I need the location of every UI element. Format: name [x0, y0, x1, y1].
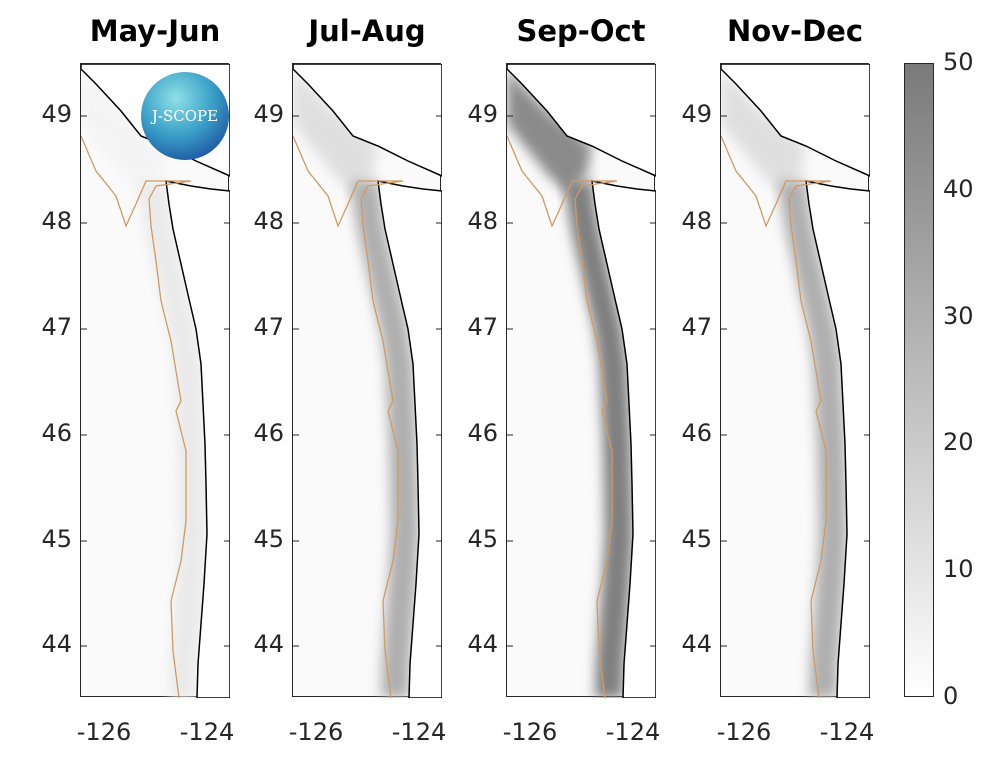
nearshore-shading [778, 181, 847, 698]
x-tick-label: -124 [605, 718, 661, 746]
y-tick-label: 45 [681, 525, 712, 553]
isobath-contour [293, 135, 404, 698]
colorbar [904, 63, 934, 697]
panel-title: Jul-Aug [308, 14, 426, 48]
nearshore-shading [350, 181, 419, 698]
colorbar-tick-label: 0 [943, 682, 959, 710]
y-tick-label: 48 [253, 207, 284, 235]
y-tick-label: 48 [681, 207, 712, 235]
y-tick-label: 46 [681, 419, 712, 447]
land [721, 64, 870, 177]
y-tick-label: 46 [467, 419, 498, 447]
land [293, 64, 442, 177]
y-tick-label: 45 [41, 525, 72, 553]
logo-text: J-SCOPE [151, 107, 219, 125]
map-panel [506, 63, 656, 698]
colorbar-tick-label: 40 [943, 175, 974, 203]
colorbar-tick-label: 50 [943, 48, 974, 76]
y-tick-label: 44 [467, 630, 498, 658]
y-tick-label: 45 [253, 525, 284, 553]
land [507, 64, 656, 177]
x-tick-label: -124 [391, 718, 447, 746]
y-tick-label: 49 [681, 100, 712, 128]
map-panel [292, 63, 442, 698]
nearshore-shading [138, 181, 207, 698]
strait-shading [293, 69, 378, 194]
y-tick-label: 46 [253, 419, 284, 447]
y-tick-label: 48 [467, 207, 498, 235]
y-tick-label: 44 [41, 630, 72, 658]
y-tick-label: 44 [681, 630, 712, 658]
y-tick-label: 48 [41, 207, 72, 235]
y-tick-label: 44 [253, 630, 284, 658]
map-panel [720, 63, 870, 698]
colorbar-tick-label: 20 [943, 428, 974, 456]
y-tick-label: 47 [41, 313, 72, 341]
y-tick-label: 47 [253, 313, 284, 341]
colorbar-tick-label: 30 [943, 302, 974, 330]
isobath-contour [721, 135, 832, 698]
y-tick-label: 45 [467, 525, 498, 553]
jscope-logo: J-SCOPE [141, 72, 229, 160]
y-tick-label: 47 [467, 313, 498, 341]
x-tick-label: -126 [76, 718, 132, 746]
y-tick-label: 49 [467, 100, 498, 128]
isobath-contour [507, 135, 618, 698]
y-tick-label: 47 [681, 313, 712, 341]
panel-title: May-Jun [89, 14, 221, 48]
y-tick-label: 49 [41, 100, 72, 128]
x-tick-label: -124 [179, 718, 235, 746]
strait-shading [721, 69, 806, 194]
isobath-contour [81, 135, 192, 698]
strait-shading [81, 69, 166, 194]
map-panel [80, 63, 230, 698]
panel-title: Sep-Oct [516, 14, 646, 48]
y-tick-label: 49 [253, 100, 284, 128]
nearshore-shading [564, 181, 633, 698]
x-tick-label: -126 [716, 718, 772, 746]
y-tick-label: 46 [41, 419, 72, 447]
x-tick-label: -126 [502, 718, 558, 746]
panel-title: Nov-Dec [726, 14, 864, 48]
x-tick-label: -124 [819, 718, 875, 746]
strait-shading [507, 69, 592, 194]
x-tick-label: -126 [288, 718, 344, 746]
colorbar-tick-label: 10 [943, 555, 974, 583]
